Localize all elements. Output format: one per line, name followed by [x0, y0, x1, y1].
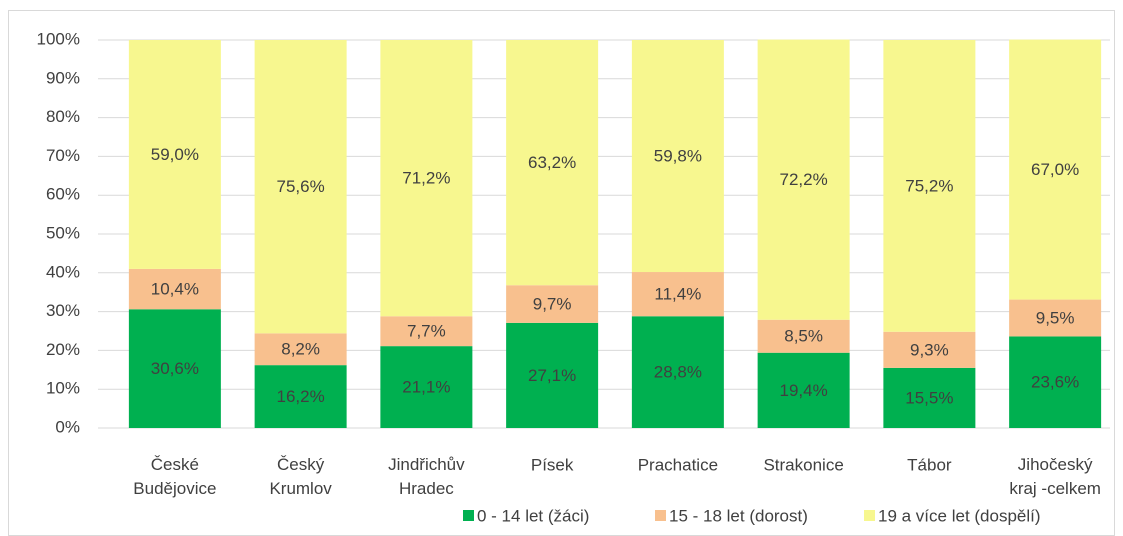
y-tick-label: 100%: [37, 29, 80, 48]
legend-swatch: [655, 510, 666, 521]
bar-segment: [254, 333, 347, 366]
bar-segment: [757, 319, 850, 353]
legend-label: 0 - 14 let (žáci): [477, 506, 589, 525]
data-label: 59,0%: [151, 145, 199, 164]
bar-segment: [380, 40, 473, 317]
data-label: 67,0%: [1031, 160, 1079, 179]
bar-segment: [506, 285, 599, 323]
data-label: 71,2%: [402, 169, 450, 188]
bar-segment: [883, 331, 976, 368]
x-tick-label: Jihočeský kraj -celkem: [1009, 455, 1101, 498]
y-tick-label: 20%: [46, 340, 80, 359]
data-label: 11,4%: [654, 285, 701, 304]
x-tick-label: Strakonice: [763, 455, 843, 474]
x-tick-label: Písek: [531, 455, 574, 474]
bar-segment: [506, 40, 599, 286]
bar-segment: [631, 272, 724, 317]
legend-label: 15 - 18 let (dorost): [669, 506, 808, 525]
bar-segment: [128, 268, 221, 310]
data-label: 8,2%: [281, 340, 320, 359]
data-label: 21,1%: [402, 378, 450, 397]
bar-segment: [757, 39, 850, 320]
data-label: 27,1%: [528, 366, 576, 385]
x-tick-label: České Budějovice: [133, 455, 216, 498]
bar-segment: [883, 40, 976, 332]
data-label: 7,7%: [407, 322, 446, 341]
legend-swatch: [864, 510, 875, 521]
data-label: 9,7%: [533, 295, 572, 314]
bar-segment: [128, 40, 221, 269]
x-tick-label: Jindřichův Hradec: [388, 455, 465, 498]
data-label: 15,5%: [905, 388, 953, 407]
bar-segment: [1009, 39, 1102, 300]
bar-segment: [757, 352, 850, 428]
data-label: 75,6%: [277, 177, 325, 196]
y-tick-label: 40%: [46, 262, 80, 281]
data-label: 59,8%: [654, 146, 702, 165]
bar-segment: [506, 322, 599, 428]
bar-segment: [631, 40, 724, 273]
data-label: 9,5%: [1036, 308, 1075, 327]
data-label: 9,3%: [910, 340, 949, 359]
data-label: 28,8%: [654, 363, 702, 382]
bar-segment: [254, 365, 347, 428]
y-tick-label: 90%: [46, 68, 80, 87]
data-label: 30,6%: [151, 359, 199, 378]
legend-swatch: [463, 510, 474, 521]
x-tick-label: Tábor: [907, 455, 952, 474]
bar-segment: [380, 316, 473, 347]
bar-segment: [883, 367, 976, 428]
data-label: 23,6%: [1031, 373, 1079, 392]
y-tick-label: 30%: [46, 301, 80, 320]
x-tick-label: Prachatice: [638, 455, 718, 474]
y-tick-label: 80%: [46, 107, 80, 126]
y-tick-label: 10%: [46, 379, 80, 398]
bar-segment: [1009, 299, 1102, 337]
y-tick-label: 60%: [46, 185, 80, 204]
bar-segment: [1009, 336, 1102, 428]
data-label: 19,4%: [780, 381, 828, 400]
data-label: 16,2%: [277, 387, 325, 406]
data-label: 8,5%: [784, 327, 823, 346]
data-label: 75,2%: [905, 176, 953, 195]
legend-label: 19 a více let (dospělí): [878, 506, 1041, 525]
data-label: 10,4%: [151, 280, 199, 299]
y-tick-label: 70%: [46, 146, 80, 165]
y-tick-label: 50%: [46, 223, 80, 242]
data-label: 63,2%: [528, 153, 576, 172]
x-tick-label: Český Krumlov: [269, 455, 332, 498]
bar-segment: [631, 316, 724, 428]
y-tick-label: 0%: [55, 417, 80, 436]
bar-segment: [254, 40, 347, 334]
data-label: 72,2%: [780, 170, 828, 189]
bar-segment: [128, 309, 221, 428]
bar-segment: [380, 346, 473, 428]
